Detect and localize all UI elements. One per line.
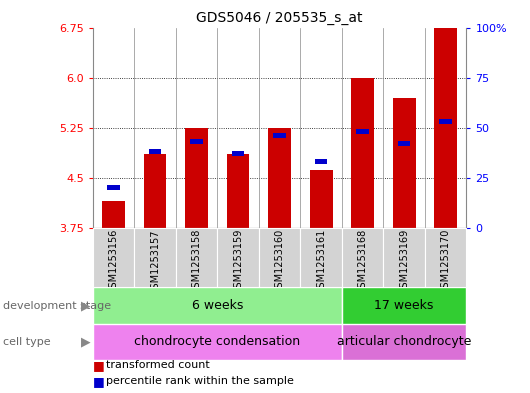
Text: GSM1253170: GSM1253170 <box>440 229 450 294</box>
Text: development stage: development stage <box>3 301 111 310</box>
Title: GDS5046 / 205535_s_at: GDS5046 / 205535_s_at <box>196 11 363 25</box>
Text: GSM1253161: GSM1253161 <box>316 229 326 294</box>
Bar <box>393 98 416 228</box>
Text: ■: ■ <box>93 375 104 388</box>
Text: cell type: cell type <box>3 337 50 347</box>
Bar <box>273 133 286 138</box>
Bar <box>301 228 342 287</box>
Text: GSM1253158: GSM1253158 <box>191 229 201 294</box>
Bar <box>439 119 452 124</box>
Bar <box>93 324 342 360</box>
Bar <box>102 201 125 228</box>
Bar <box>259 228 301 287</box>
Text: GSM1253156: GSM1253156 <box>109 229 119 294</box>
Text: GSM1253168: GSM1253168 <box>358 229 368 294</box>
Text: GSM1253157: GSM1253157 <box>150 229 160 295</box>
Bar <box>217 228 259 287</box>
Text: 6 weeks: 6 weeks <box>192 299 243 312</box>
Text: GSM1253160: GSM1253160 <box>275 229 285 294</box>
Bar <box>356 129 369 134</box>
Text: ■: ■ <box>93 359 104 372</box>
Text: percentile rank within the sample: percentile rank within the sample <box>106 376 294 386</box>
Bar <box>134 228 176 287</box>
Bar <box>93 228 134 287</box>
Bar <box>342 228 383 287</box>
Bar <box>232 151 244 156</box>
Bar <box>351 78 374 228</box>
Bar <box>315 159 328 164</box>
Text: GSM1253169: GSM1253169 <box>399 229 409 294</box>
Bar <box>342 324 466 360</box>
Bar <box>383 228 425 287</box>
Bar <box>190 139 203 144</box>
Bar <box>227 154 250 228</box>
Text: 17 weeks: 17 weeks <box>374 299 434 312</box>
Bar <box>268 128 291 228</box>
Bar <box>434 28 457 228</box>
Bar <box>342 287 466 324</box>
Bar <box>425 228 466 287</box>
Bar <box>176 228 217 287</box>
Text: GSM1253159: GSM1253159 <box>233 229 243 294</box>
Bar <box>149 149 161 154</box>
Text: articular chondrocyte: articular chondrocyte <box>337 335 471 349</box>
Bar <box>107 185 120 190</box>
Text: ▶: ▶ <box>81 335 90 349</box>
Bar <box>185 128 208 228</box>
Bar <box>93 287 342 324</box>
Bar <box>398 141 410 146</box>
Text: chondrocyte condensation: chondrocyte condensation <box>134 335 301 349</box>
Bar <box>310 170 332 228</box>
Text: transformed count: transformed count <box>106 360 210 371</box>
Text: ▶: ▶ <box>81 299 90 312</box>
Bar <box>144 154 166 228</box>
